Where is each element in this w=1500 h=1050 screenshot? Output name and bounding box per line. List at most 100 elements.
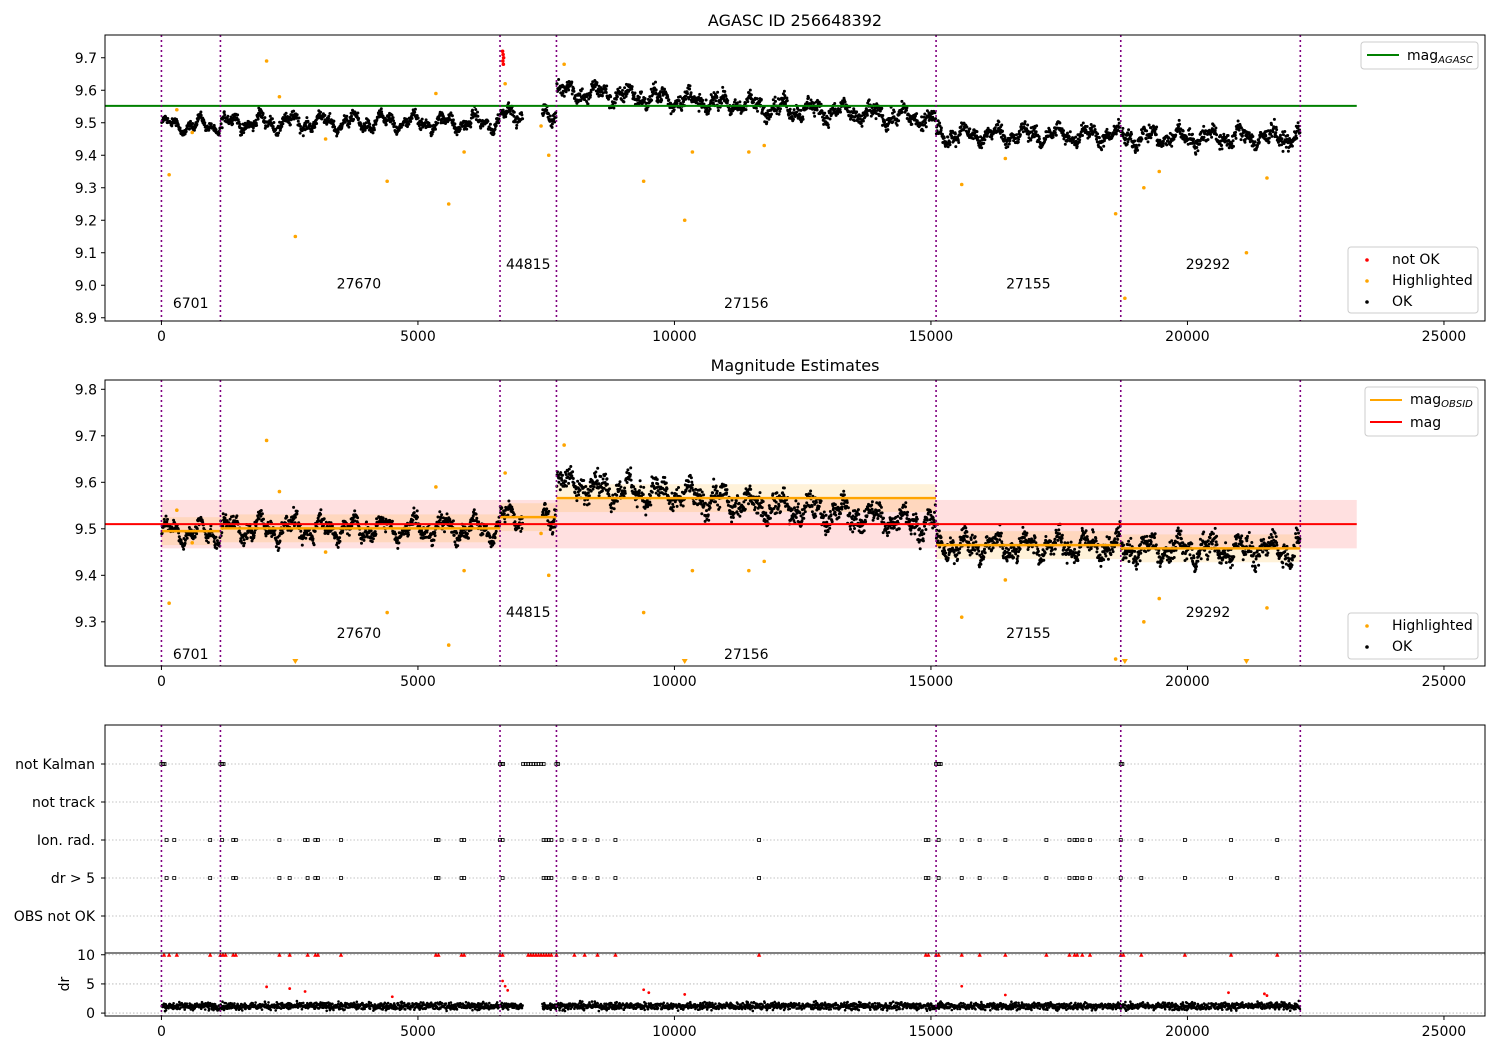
ok-point — [251, 126, 255, 130]
ok-point — [798, 511, 802, 515]
ok-point — [799, 108, 803, 112]
ok-point — [702, 493, 706, 497]
ok-point — [754, 106, 758, 110]
ok-point — [823, 111, 827, 115]
ok-point — [859, 121, 863, 125]
ok-point — [455, 133, 459, 137]
ok-point — [855, 110, 859, 114]
ok-point — [860, 124, 864, 128]
ok-point — [1092, 124, 1096, 128]
ok-point — [301, 134, 305, 138]
ok-point — [413, 110, 417, 114]
ok-point — [409, 120, 413, 123]
ok-point — [800, 519, 804, 523]
ok-point — [924, 125, 928, 129]
ok-point — [297, 116, 301, 120]
ok-point — [1270, 134, 1274, 138]
ok-point — [572, 87, 576, 91]
ok-point — [1251, 135, 1255, 138]
ok-point — [1096, 132, 1100, 136]
ok-point — [255, 123, 259, 127]
not-ok-point — [501, 62, 506, 67]
ok-point — [582, 502, 586, 506]
ok-point — [976, 136, 980, 139]
ok-point — [1271, 130, 1275, 134]
ok-point — [502, 512, 506, 516]
ok-point — [827, 126, 831, 129]
ok-point — [996, 123, 1000, 127]
legend-not-ok-marker — [1365, 258, 1369, 262]
ok-point — [567, 467, 571, 471]
ok-point — [649, 494, 652, 498]
ok-point — [280, 125, 284, 128]
ok-point — [394, 532, 398, 536]
ok-point — [1034, 130, 1038, 134]
ok-point — [734, 499, 738, 503]
ok-point — [1054, 133, 1058, 137]
x-tick-label: 20000 — [1165, 329, 1210, 345]
ok-point — [559, 471, 563, 475]
ok-point — [691, 483, 694, 487]
ok-point — [675, 101, 679, 105]
ok-point — [1018, 133, 1022, 137]
ok-point — [755, 97, 759, 101]
ok-point — [721, 85, 725, 89]
obsid-label: 29292 — [1186, 257, 1231, 273]
ok-point — [768, 516, 772, 520]
ok-point — [720, 101, 724, 105]
ok-point — [1026, 123, 1030, 127]
ok-point — [948, 143, 952, 147]
ok-point — [985, 134, 989, 138]
ok-point — [292, 109, 296, 113]
highlighted-point — [264, 59, 269, 63]
estimates-panel-title: Magnitude Estimates — [711, 356, 880, 375]
obsid-label: 44815 — [506, 257, 551, 273]
ok-point — [451, 519, 455, 523]
ok-point — [782, 89, 786, 93]
ok-point — [663, 476, 667, 479]
ok-point — [777, 112, 781, 116]
ok-point — [237, 120, 241, 124]
ok-point — [589, 93, 592, 97]
ok-point — [375, 118, 379, 122]
ok-point — [744, 108, 748, 112]
ok-point — [467, 536, 470, 540]
ok-point — [299, 529, 303, 533]
ok-point — [319, 512, 323, 516]
ok-point — [666, 95, 670, 99]
ok-point — [511, 507, 514, 511]
ok-point — [262, 517, 265, 521]
ok-point — [543, 502, 547, 506]
ok-point — [1065, 138, 1069, 142]
ok-point — [1008, 139, 1012, 143]
ok-point — [813, 114, 817, 118]
ok-point — [235, 514, 239, 518]
ok-point — [384, 123, 388, 126]
ok-point — [488, 122, 492, 126]
ok-point — [1089, 123, 1093, 126]
highlighted-point — [293, 234, 298, 239]
ok-point — [458, 127, 462, 131]
ok-point — [1146, 140, 1150, 144]
highlighted-point — [1113, 211, 1118, 216]
ok-point — [1264, 134, 1268, 138]
ok-point — [313, 529, 317, 533]
ok-point — [465, 127, 469, 131]
ok-point — [788, 107, 792, 111]
highlighted-point — [503, 81, 507, 86]
ok-point — [195, 532, 199, 536]
ok-point — [838, 108, 842, 111]
ok-point — [199, 113, 203, 117]
ok-point — [980, 146, 984, 150]
ok-point — [604, 472, 608, 476]
ok-point — [942, 136, 946, 140]
ok-point — [892, 110, 896, 114]
ok-point — [670, 491, 674, 495]
ok-point — [493, 536, 497, 540]
not-ok-point — [501, 55, 506, 60]
ok-point — [612, 507, 616, 511]
ok-point — [356, 111, 360, 115]
ok-point — [238, 122, 242, 126]
ok-point — [263, 126, 267, 130]
